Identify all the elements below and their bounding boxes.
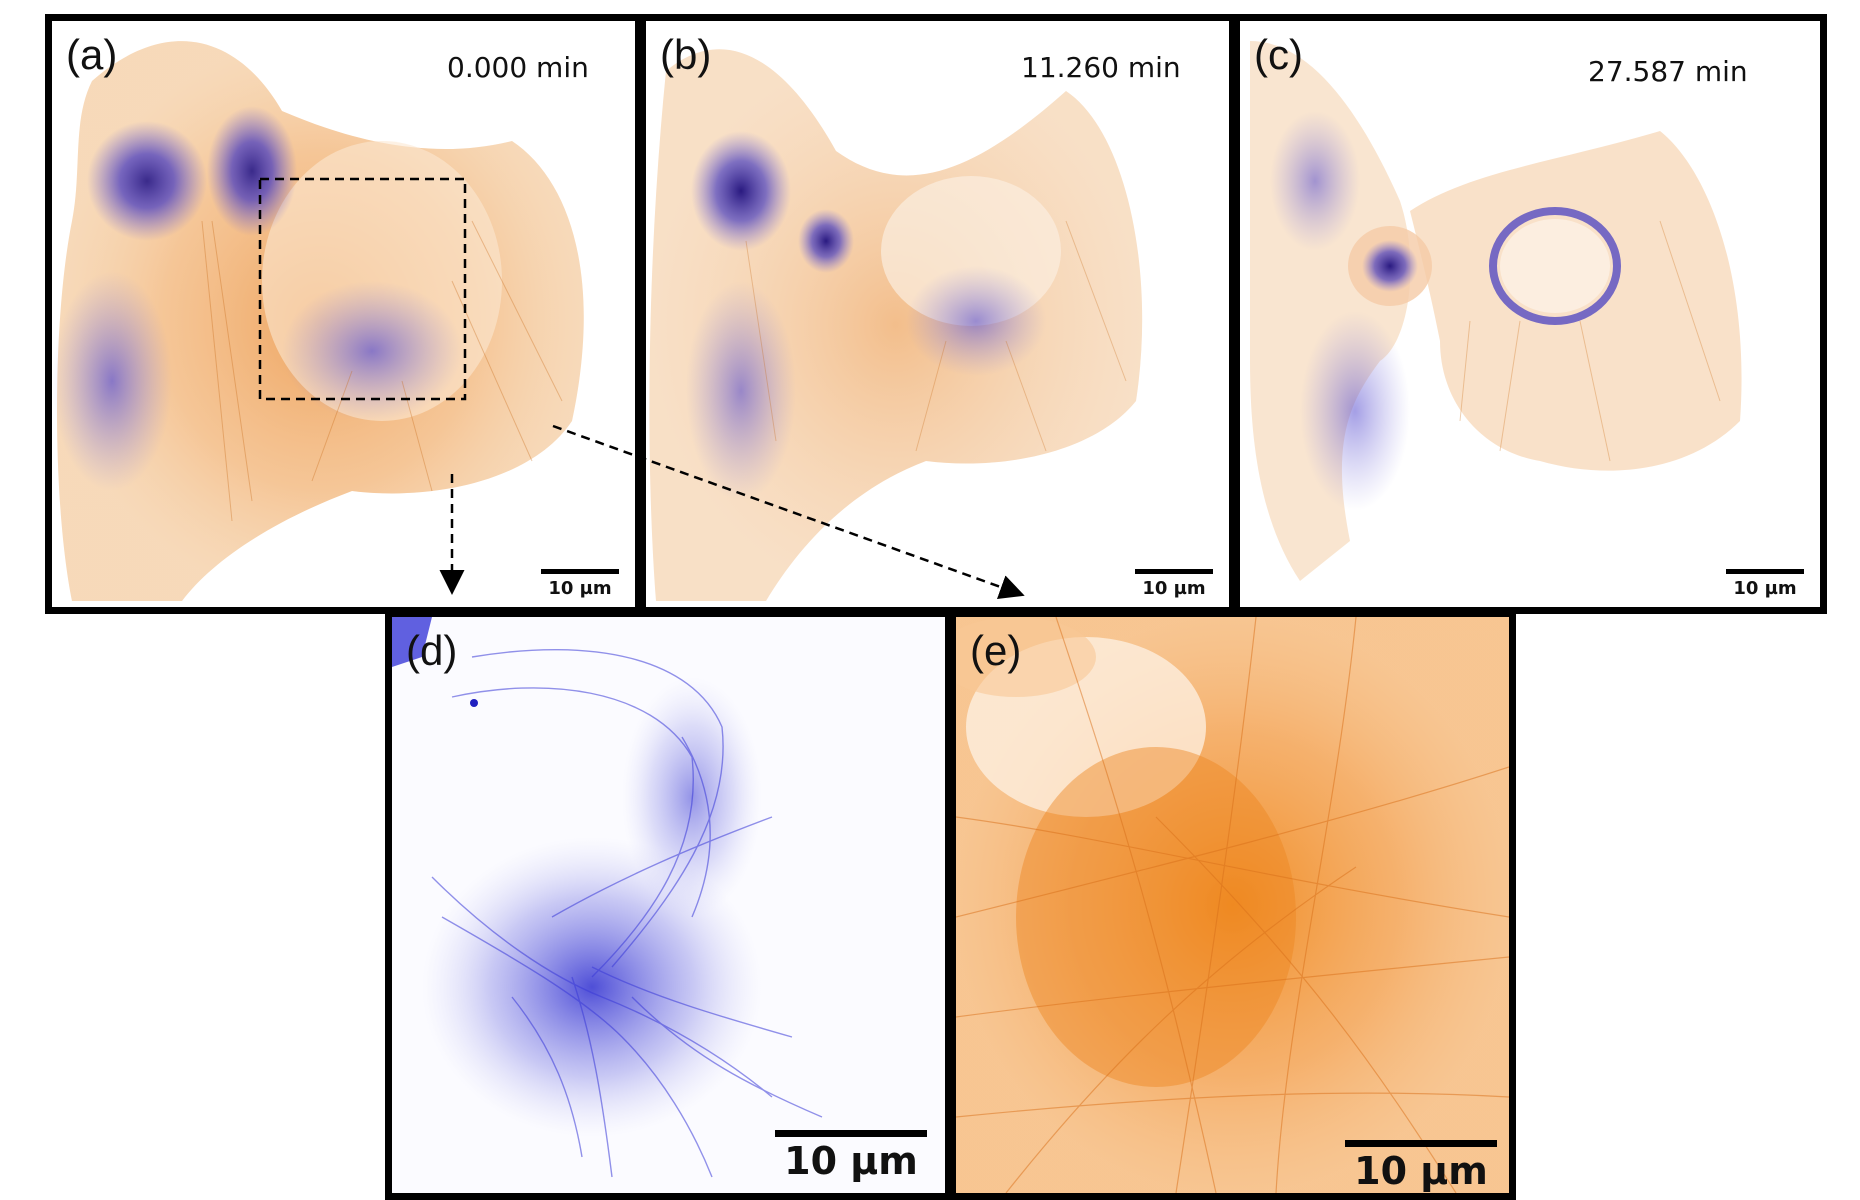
scale-bar: 10 µm: [1726, 569, 1804, 599]
scale-bar-label: 10 µm: [1354, 1149, 1488, 1193]
microscopy-image-b: [649, 49, 1143, 602]
scale-bar-label: 10 µm: [1733, 578, 1797, 599]
scale-bar-label: 10 µm: [548, 578, 612, 599]
timestamp: 27.587 min: [1588, 55, 1748, 88]
timestamp: 11.260 min: [1021, 51, 1181, 84]
panel-c: (c) 27.587 min 10 µm: [1233, 14, 1827, 614]
panel-e: (e) 10 µm: [949, 610, 1516, 1200]
scale-bar: 10 µm: [1345, 1140, 1497, 1193]
panel-label: (a): [66, 31, 118, 78]
scale-bar-label: 10 µm: [1142, 578, 1206, 599]
scale-bar: 10 µm: [775, 1130, 927, 1183]
scale-bar: 10 µm: [541, 569, 619, 599]
panel-label: (d): [406, 627, 458, 674]
microscopy-image-d: [392, 617, 945, 1193]
panel-b: (b) 11.260 min 10 µm: [639, 14, 1236, 614]
panel-label: (b): [660, 31, 712, 78]
timestamp: 0.000 min: [447, 51, 589, 84]
panel-d: (d) 10 µm: [385, 610, 952, 1200]
microscopy-image-e: [956, 617, 1509, 1193]
panel-label: (c): [1254, 31, 1303, 78]
panel-label: (e): [970, 627, 1022, 674]
microscopy-image-a: [52, 41, 584, 601]
panel-a: (a) 0.000 min 10 µm: [45, 14, 642, 614]
scale-bar-label: 10 µm: [784, 1139, 918, 1183]
scale-bar: 10 µm: [1135, 569, 1213, 599]
microscopy-image-c: [1250, 41, 1742, 581]
